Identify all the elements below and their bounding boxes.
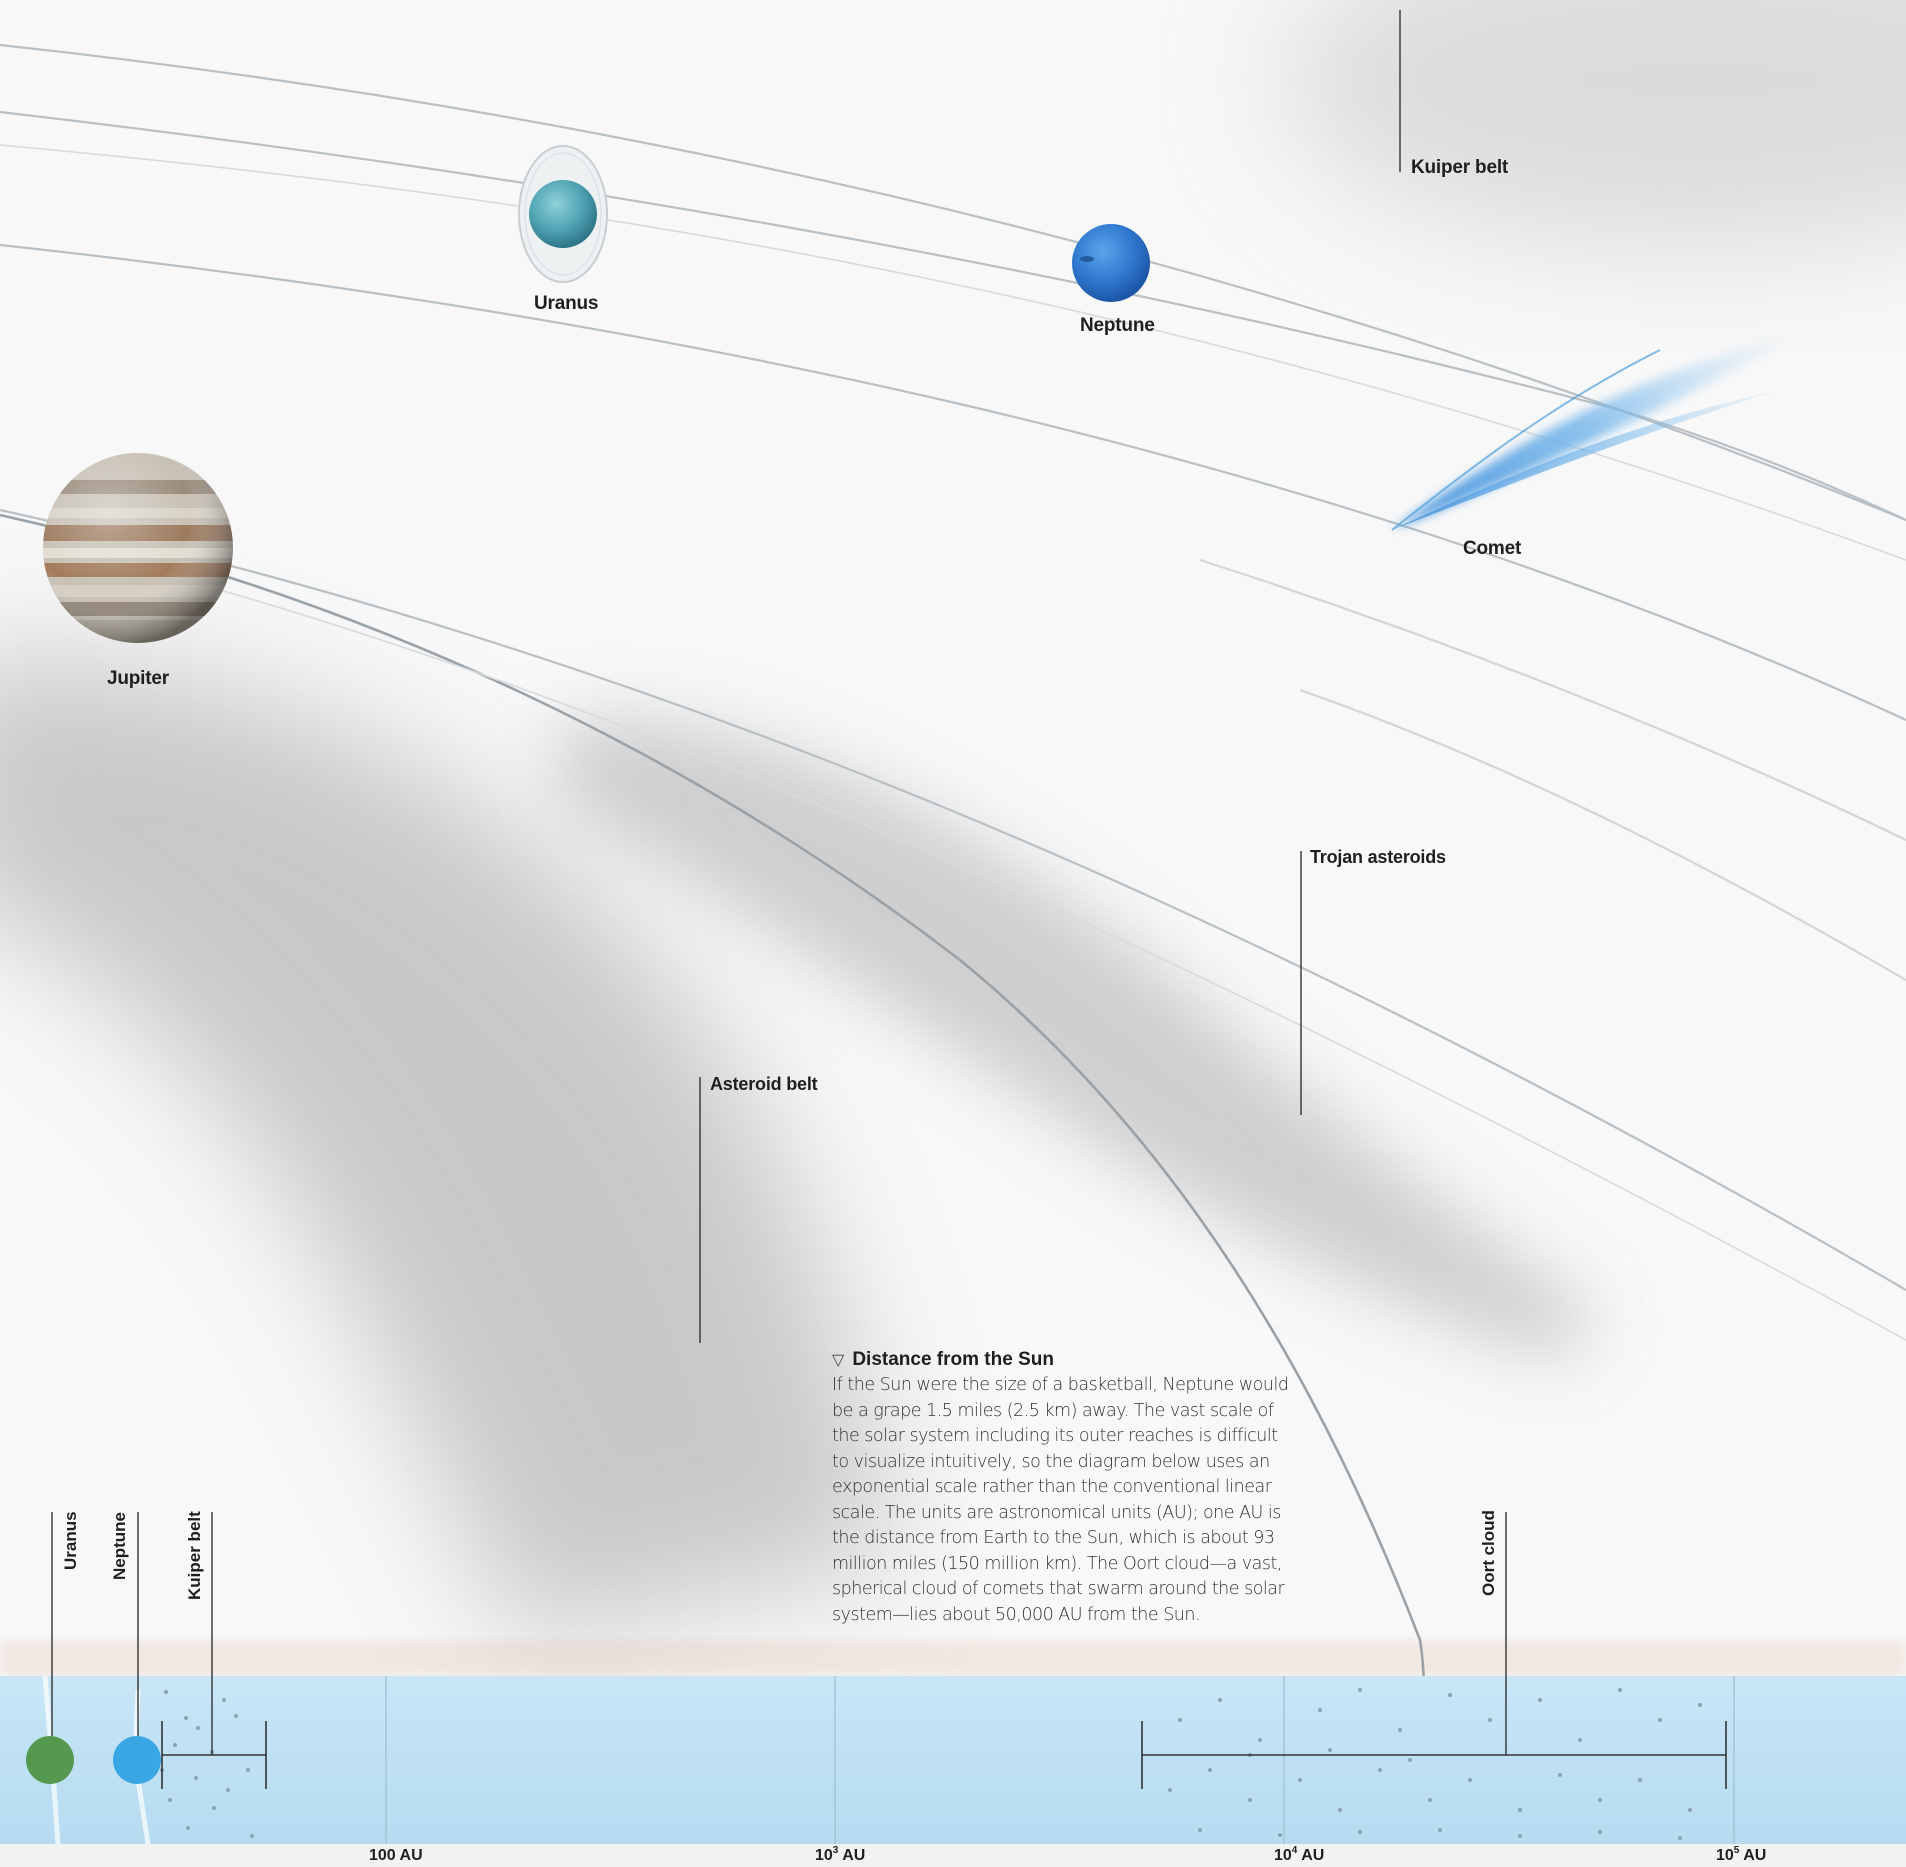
scale-uranus-label: Uranus <box>61 1511 80 1570</box>
comet-label: Comet <box>1463 538 1522 559</box>
tick-1e3-au: 103 AU <box>815 1845 866 1864</box>
uranus-marker <box>26 1736 74 1784</box>
uranus-label: Uranus <box>534 293 599 314</box>
trojan-asteroids-label: Trojan asteroids <box>1310 847 1446 867</box>
neptune-label: Neptune <box>1080 315 1155 336</box>
jupiter-label: Jupiter <box>107 668 169 689</box>
jupiter-planet <box>43 453 233 643</box>
comet <box>1391 330 1810 531</box>
scale-band <box>0 1512 1906 1867</box>
tick-100-au: 100 AU <box>369 1847 423 1864</box>
caption-block: ▽ Distance from the Sun If the Sun were t… <box>832 1349 1292 1628</box>
orbit-lines <box>0 43 1906 1867</box>
caption-title: ▽ Distance from the Sun <box>832 1349 1292 1371</box>
caption-body: If the Sun were the size of a basketball… <box>832 1375 1289 1625</box>
oort-dots <box>1168 1688 1702 1840</box>
uranus-planet <box>518 145 608 283</box>
tick-1e5-au: 105 AU <box>1716 1845 1767 1864</box>
asteroid-belt-label: Asteroid belt <box>710 1074 818 1094</box>
neptune-marker <box>113 1736 161 1784</box>
caption-title-text: Distance from the Sun <box>852 1349 1054 1370</box>
scale-neptune-label: Neptune <box>110 1512 129 1580</box>
kuiper-dots <box>160 1690 254 1838</box>
down-triangle-icon: ▽ <box>832 1352 845 1369</box>
tick-1e4-au: 104 AU <box>1274 1845 1325 1864</box>
scale-kuiper-belt-label: Kuiper belt <box>185 1511 204 1600</box>
scale-oort-cloud-label: Oort cloud <box>1479 1510 1498 1596</box>
kuiper-belt-label: Kuiper belt <box>1411 157 1509 178</box>
neptune-planet <box>1072 224 1150 302</box>
leader-lines <box>699 10 1401 1343</box>
